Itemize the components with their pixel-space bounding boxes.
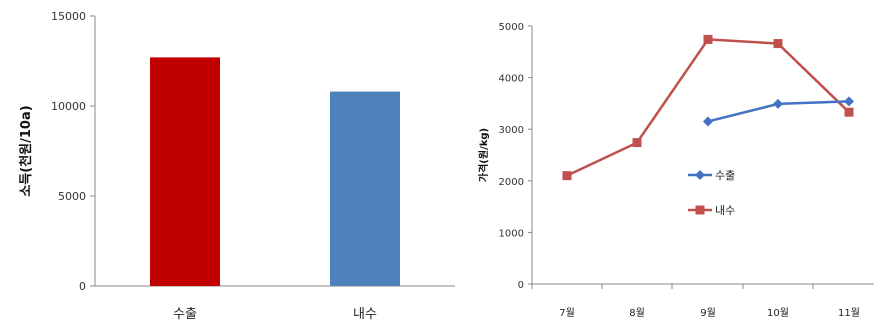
bar-chart-y-tick-label: 0 (79, 280, 86, 293)
line-point (844, 96, 854, 107)
line-chart-y-tick-label: 2000 (499, 177, 524, 188)
line-point (773, 39, 783, 49)
line-point (773, 98, 783, 109)
line-chart-category-label: 10월 (767, 307, 789, 319)
bar (150, 57, 220, 287)
line-chart-y-axis-label: 가격(원/kg) (477, 128, 490, 182)
line-point (703, 116, 713, 127)
legend-label: 내수 (715, 204, 735, 217)
line-chart-category-label: 8월 (629, 307, 645, 319)
line-chart-category-label: 11월 (838, 307, 860, 319)
line-point (695, 205, 705, 215)
line-point (632, 138, 642, 148)
line-chart-category-label: 9월 (700, 307, 716, 319)
bar-chart-y-tick-label: 15000 (51, 10, 86, 23)
line-chart-y-tick-label: 0 (518, 280, 524, 291)
line-point (562, 171, 572, 181)
bar-chart-y-tick-label: 5000 (58, 190, 86, 203)
bar-chart-y-axis-label: 소득(천원/10a) (19, 105, 34, 196)
bar-chart-category-label: 내수 (353, 307, 377, 322)
bar-chart-category-label: 수출 (173, 307, 197, 322)
line-chart: 가격(원/kg) 0 1000 2000 3000 4000 5000 7월 8월 9월 10월 1… (477, 22, 874, 319)
line-chart-y-tick-label: 5000 (499, 22, 524, 33)
bar (330, 91, 400, 286)
line-chart-category-label: 7월 (559, 307, 575, 319)
bar-chart: 소득(천원/10a) 0 5000 10000 15000 수출 내수 (19, 10, 455, 322)
series-line (566, 38, 850, 177)
line-point (703, 34, 713, 44)
bar-chart-y-tick-label: 10000 (51, 100, 86, 113)
legend-label: 수출 (715, 169, 735, 182)
line-chart-y-tick-label: 4000 (499, 74, 524, 85)
line-point (844, 107, 854, 117)
line-chart-y-tick-label: 1000 (499, 228, 524, 239)
line-point (695, 170, 705, 180)
line-chart-y-tick-label: 3000 (499, 125, 524, 136)
